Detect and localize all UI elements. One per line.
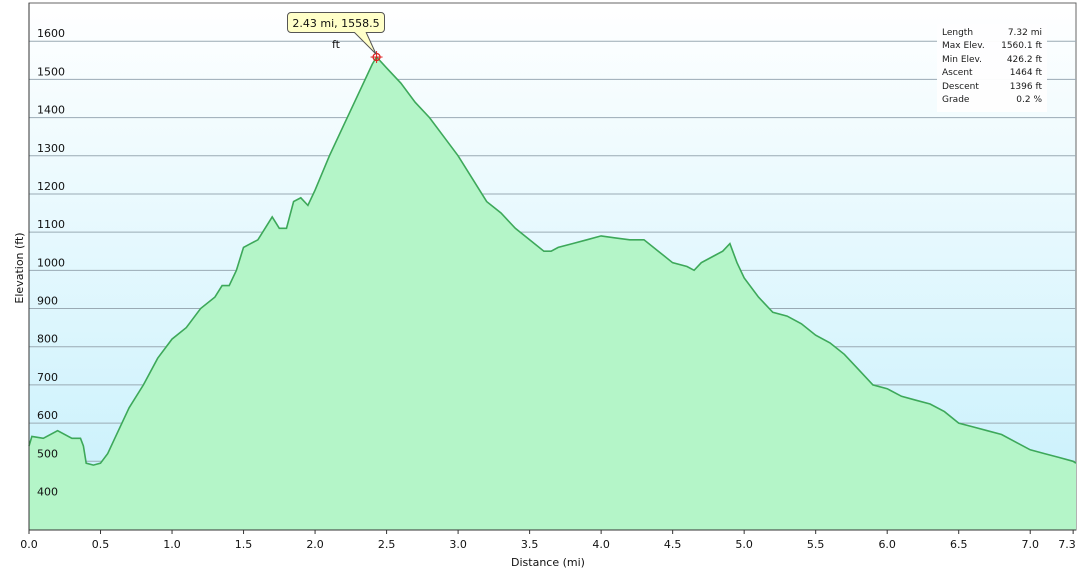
stats-panel: Length 7.32 mi Max Elev. 1560.1 ft Min E… <box>937 24 1047 112</box>
y-tick-label: 1300 <box>37 142 65 155</box>
highlight-tooltip: 2.43 mi, 1558.5 ft <box>287 12 385 51</box>
y-tick-label: 1100 <box>37 218 65 231</box>
highlight-marker <box>370 51 383 64</box>
y-tick-label: 400 <box>37 485 58 498</box>
y-tick-label: 700 <box>37 371 58 384</box>
x-tick-label: 6.0 <box>878 538 896 551</box>
x-tick-label: 7.0 <box>1021 538 1039 551</box>
tooltip-pointer <box>353 32 377 55</box>
x-tick-label: 5.0 <box>735 538 753 551</box>
x-tick-label: 0.5 <box>92 538 110 551</box>
y-tick-labels: 400 500 600 700 800 900 1000 1100 1200 1300 1400 15… <box>37 27 65 498</box>
elevation-area <box>29 57 1076 530</box>
stats-row-length: Length 7.32 mi <box>942 28 1042 38</box>
y-tick-label: 1000 <box>37 256 65 269</box>
y-tick-label: 1200 <box>37 180 65 193</box>
x-axis-title: Distance (mi) <box>511 556 585 569</box>
x-tick-labels: 0.0 0.5 1.0 1.5 2.0 2.5 3.0 3.5 4.0 4.5 5.0 5.5 6.0 6… <box>20 530 1076 551</box>
x-tick-label: 4.5 <box>664 538 682 551</box>
y-tick-label: 800 <box>37 333 58 346</box>
y-tick-label: 1500 <box>37 65 65 78</box>
elevation-line <box>28 55 1077 466</box>
y-tick-label: 900 <box>37 295 58 308</box>
x-tick-label: 2.0 <box>306 538 324 551</box>
x-tick-label: 2.5 <box>378 538 396 551</box>
y-tick-label: 1600 <box>37 27 65 40</box>
x-tick-label: 1.0 <box>163 538 181 551</box>
x-tick-label: 4.0 <box>592 538 610 551</box>
x-tick-label: 1.5 <box>235 538 253 551</box>
y-tick-label: 600 <box>37 409 58 422</box>
x-tick-label: 7.3 <box>1058 538 1076 551</box>
x-tick-label: 3.0 <box>449 538 467 551</box>
y-tick-label: 500 <box>37 447 58 460</box>
y-tick-label: 1400 <box>37 104 65 117</box>
x-tick-label: 6.5 <box>950 538 968 551</box>
stats-row-ascent: Ascent 1464 ft <box>942 68 1042 78</box>
stats-row-max-elev: Max Elev. 1560.1 ft <box>942 41 1042 51</box>
stats-row-descent: Descent 1396 ft <box>942 82 1042 92</box>
x-tick-label: 0.0 <box>20 538 38 551</box>
x-tick-label: 3.5 <box>521 538 539 551</box>
stats-row-min-elev: Min Elev. 426.2 ft <box>942 55 1042 65</box>
stats-row-grade: Grade 0.2 % <box>942 95 1042 105</box>
y-axis-title: Elevation (ft) <box>13 232 26 303</box>
x-tick-label: 5.5 <box>807 538 825 551</box>
